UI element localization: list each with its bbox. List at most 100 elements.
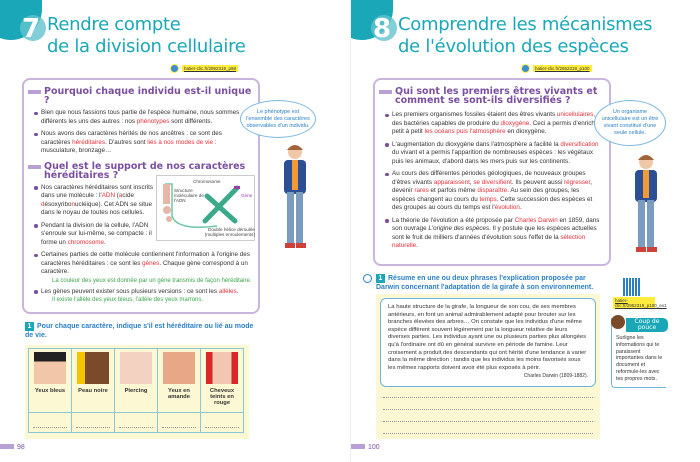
answer-area: La haute structure de la girafe, la long… xyxy=(376,294,600,439)
audio-icon[interactable] xyxy=(170,64,179,73)
example-text: Il existe l'allèle des yeux bleus, l'all… xyxy=(52,297,204,303)
key-term: héréditaires xyxy=(72,138,106,146)
title-line: Rendre compte xyxy=(47,14,181,35)
text-segment: Bien que nous fassions tous partie de l'… xyxy=(41,109,240,125)
text-segment: : musculature, bronzage… xyxy=(41,138,217,155)
coup-de-pouce-text: Surligne les informations qui te paraiss… xyxy=(616,335,663,382)
key-term: Charles Darwin xyxy=(514,216,558,224)
coup-de-pouce-box: Coup de pouce Surligne les informations … xyxy=(611,315,668,388)
lesson-box: Qui sont les premiers êtres vivants et c… xyxy=(373,78,611,266)
trait-cell: Peau noire xyxy=(71,348,115,413)
key-term: se diversifient xyxy=(473,178,512,186)
answer-cell[interactable] xyxy=(28,412,72,433)
bullet: L'augmentation du dioxygène dans l'atmos… xyxy=(381,141,603,167)
key-term: régresser xyxy=(564,178,591,186)
definition-bubble: Un organisme unicellulaire est un être v… xyxy=(594,100,666,146)
text-segment: . Au sein des groupes, les espèces chang… xyxy=(392,187,580,203)
resource-link[interactable]: hatier-clic.fr/2952319_p100 xyxy=(533,65,592,72)
key-term: sélection naturelle xyxy=(392,233,586,250)
key-term: a xyxy=(118,192,123,199)
bullet: Nos caractères héréditaires sont inscrit… xyxy=(30,184,155,218)
answer-line[interactable] xyxy=(383,396,593,398)
chapter-number: 7 xyxy=(22,14,41,44)
answer-cell[interactable] xyxy=(200,412,244,433)
answer-cell[interactable] xyxy=(114,412,158,433)
section-heading: Qui sont les premiers êtres vivants et c… xyxy=(379,87,603,105)
trait-label: Peau noire xyxy=(78,388,108,394)
question-number: 1 xyxy=(376,274,385,283)
bullet: La théorie de l'évolution a été proposée… xyxy=(381,217,603,251)
key-term: évolution xyxy=(494,204,520,211)
text-segment: sont différents. xyxy=(169,117,213,125)
example-text: La couleur des yeux est donnée par un gè… xyxy=(52,277,252,284)
student-character xyxy=(284,145,306,248)
page-number: 100 xyxy=(351,444,380,451)
text-segment: . Chaque gène correspond à un caractère. xyxy=(41,259,248,276)
key-term: disparaître xyxy=(477,187,508,194)
title-line: Comprendre les mécanismes xyxy=(398,14,653,35)
trait-cell: Yeux en amande xyxy=(157,348,201,413)
coup-de-pouce-title: Coup de pouce xyxy=(626,318,668,332)
bullet: Bien que nous fassions tous partie de l'… xyxy=(30,109,252,126)
blue-eyes-image xyxy=(34,352,66,384)
answer-line[interactable] xyxy=(383,408,593,410)
text-segment: , des bactéries capables de produire du xyxy=(392,111,595,127)
resource-link[interactable]: hatier-clic.fr/2952319_p98 xyxy=(182,65,239,72)
text-segment: . Ceci a permis d'enrichir petit à petit xyxy=(392,119,599,136)
text-segment: . xyxy=(236,287,239,295)
chapter-badge-accent xyxy=(371,15,397,41)
text-segment: . xyxy=(416,242,418,249)
page-number: 98 xyxy=(0,444,25,451)
bullet: Certaines parties de cette molécule cont… xyxy=(30,251,252,277)
answer-line[interactable] xyxy=(383,432,593,434)
key-term: liés à nos modes de vie xyxy=(147,138,214,146)
darwin-quote: La haute structure de la girafe, la long… xyxy=(380,298,596,387)
text-segment: . xyxy=(519,204,522,211)
text-segment: Au cours des différentes périodes géolog… xyxy=(392,170,586,186)
student-character xyxy=(635,155,657,252)
question-number: 1 xyxy=(25,322,34,331)
chromosome-illustration xyxy=(163,183,240,228)
exercise-question: 1 Pour chaque caractère, indique s'il est… xyxy=(25,322,255,340)
text-segment: La théorie de l'évolution a été proposée… xyxy=(392,216,515,224)
chromosome-label: Chromosome xyxy=(193,179,221,184)
bullet: Les premiers organismes fossiles étaient… xyxy=(381,111,603,137)
key-term: diversification xyxy=(560,140,599,148)
helix-label: Double hélice déroulée (multiples enroul… xyxy=(204,227,255,237)
section-heading: Quel est le support de nos caractères hé… xyxy=(28,161,252,180)
text-segment: ucléique). Cet ADN se situe dans le noya… xyxy=(41,200,152,217)
key-term: gènes xyxy=(142,259,160,267)
key-term: phénotypes xyxy=(136,117,170,125)
key-term: n xyxy=(71,200,75,208)
book-title: L'origine des espèces xyxy=(428,225,490,232)
exercise-question: 1 Résume en une ou deux phrases l'explica… xyxy=(376,274,596,292)
text-segment: L'augmentation du dioxygène dans l'atmos… xyxy=(392,140,561,148)
trait-label: Yeux bleus xyxy=(34,388,66,394)
text-segment: Les gènes peuvent exister sous plusieurs… xyxy=(41,287,219,295)
text-segment: . xyxy=(104,238,106,246)
trait-label: Piercing xyxy=(124,388,148,394)
key-term: apparaissent xyxy=(433,178,470,186)
bullet: Au cours des différentes périodes géolog… xyxy=(381,170,603,213)
trait-cell: Yeux bleus xyxy=(28,348,72,413)
text-segment: , devenir xyxy=(392,178,593,195)
section-heading: Pourquoi chaque individu est-il unique ? xyxy=(28,87,252,105)
answer-line[interactable] xyxy=(383,420,593,422)
page-title: Rendre compte de la division cellulaire xyxy=(47,14,246,58)
almond-eyes-image xyxy=(163,352,195,384)
headphones-icon[interactable] xyxy=(363,274,372,283)
traits-table: Yeux bleus Peau noire Piercing Yeux en a… xyxy=(28,348,244,433)
answer-cell[interactable] xyxy=(157,412,201,433)
key-term: temps xyxy=(479,195,497,203)
resource-link[interactable]: hatier-clic.fr/2952319_p100_ex1 xyxy=(613,297,667,309)
answer-cell[interactable] xyxy=(71,412,115,433)
text-segment: . Il y postule que les espèces actuelles… xyxy=(392,225,597,241)
piercing-image xyxy=(120,352,152,384)
text-segment: . D'autres sont xyxy=(105,138,148,146)
qr-code[interactable] xyxy=(623,278,641,296)
question-text: Résume en une ou deux phrases l'explicat… xyxy=(376,275,594,291)
text-segment: Les premiers organismes fossiles étaient… xyxy=(392,111,557,118)
audio-icon[interactable] xyxy=(521,64,530,73)
key-term: dioxygène xyxy=(500,119,530,127)
traits-table-area: Yeux bleus Peau noire Piercing Yeux en a… xyxy=(25,345,249,439)
